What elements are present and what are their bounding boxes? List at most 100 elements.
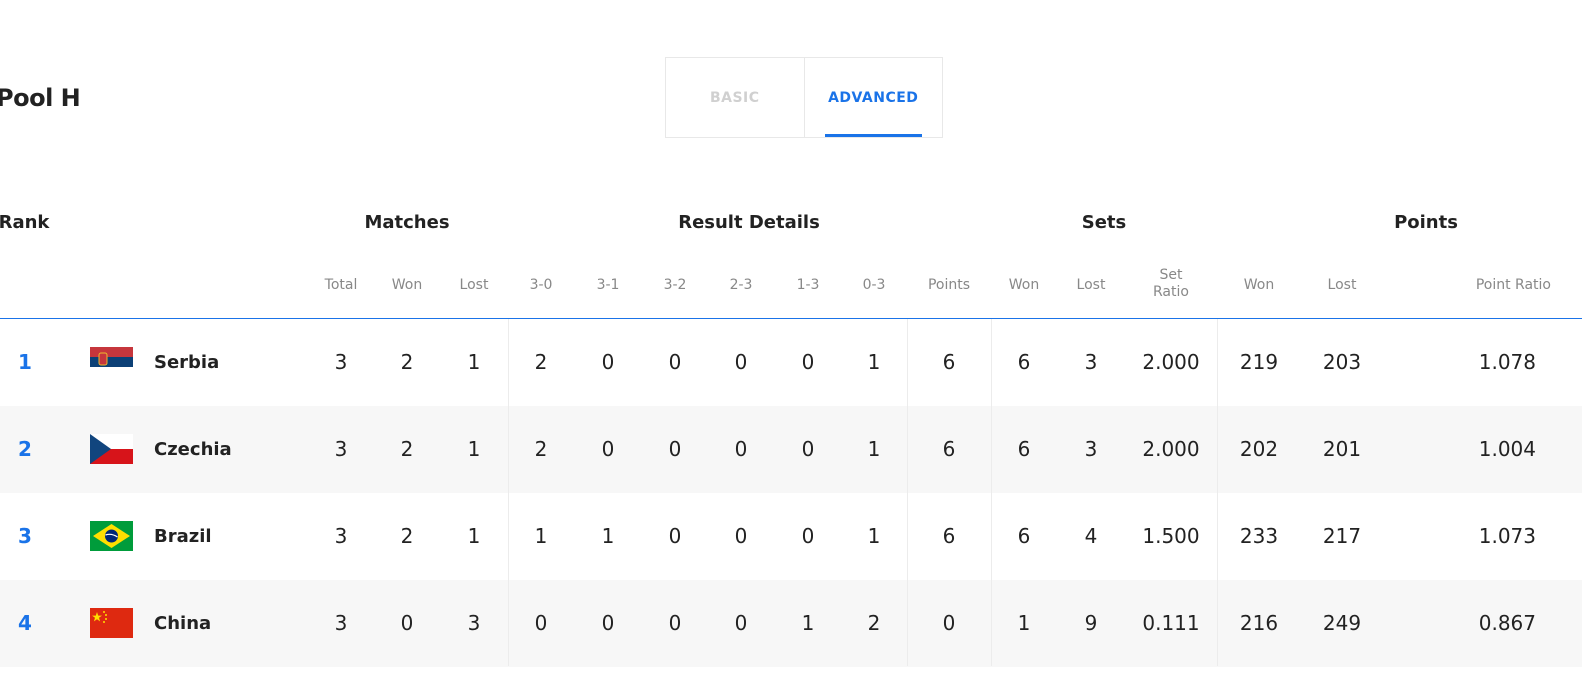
cell-lost: 249	[1322, 611, 1362, 635]
cell-total: 3	[334, 350, 348, 374]
group-header-rank: Rank	[0, 212, 50, 233]
china-flag-icon	[90, 608, 133, 638]
group-header-points: Points	[1394, 212, 1458, 233]
column-header: Total	[324, 277, 358, 293]
group-header-matches: Matches	[364, 212, 450, 233]
cell-2-3: 0	[734, 524, 748, 548]
column-divider	[991, 319, 992, 666]
table-row[interactable]: 1 Serbia 3 2 1 2 0 0 0 0 1 6 6 3 2.000 219 203 1.078	[0, 319, 1582, 406]
column-header: Won	[391, 277, 423, 293]
column-divider	[1217, 319, 1218, 666]
tab-advanced[interactable]: ADVANCED	[803, 58, 943, 137]
cell-3-0: 2	[534, 350, 548, 374]
cell-total: 3	[334, 524, 348, 548]
cell-set-ratio: 0.111	[1142, 611, 1200, 635]
cell-lost: 203	[1322, 350, 1362, 374]
cell-set-ratio: 2.000	[1142, 437, 1200, 461]
tab-basic[interactable]: BASIC	[709, 89, 760, 106]
rank: 2	[18, 437, 32, 461]
column-header: Won	[1243, 277, 1275, 293]
cell-won: 1	[1017, 611, 1031, 635]
column-header: 3-0	[529, 277, 553, 293]
column-header: Point Ratio	[1475, 277, 1551, 293]
cell-lost: 1	[467, 350, 481, 374]
column-header: 3-2	[663, 277, 687, 293]
cell-lost: 9	[1084, 611, 1098, 635]
country-name[interactable]: Serbia	[154, 352, 220, 373]
column-header: 2-3	[729, 277, 753, 293]
cell-won: 2	[400, 524, 414, 548]
cell-1-3: 1	[801, 611, 815, 635]
country-name[interactable]: Brazil	[154, 526, 212, 547]
column-header: 1-3	[796, 277, 820, 293]
cell-won: 6	[1017, 437, 1031, 461]
cell-lost: 4	[1084, 524, 1098, 548]
cell-won: 2	[400, 437, 414, 461]
cell-lost: 3	[1084, 350, 1098, 374]
czechia-flag-icon	[90, 434, 133, 464]
cell-points: 6	[942, 350, 956, 374]
cell-set-ratio: 2.000	[1142, 350, 1200, 374]
cell-point-ratio: 1.004	[1478, 437, 1536, 461]
cell-won: 6	[1017, 524, 1031, 548]
cell-lost: 201	[1322, 437, 1362, 461]
header-divider	[0, 318, 1582, 319]
cell-point-ratio: 0.867	[1478, 611, 1536, 635]
cell-lost: 217	[1322, 524, 1362, 548]
column-header: Lost	[1327, 277, 1357, 293]
cell-won: 233	[1239, 524, 1279, 548]
column-header: 0-3	[862, 277, 886, 293]
cell-2-3: 0	[734, 611, 748, 635]
cell-lost: 1	[467, 524, 481, 548]
rank: 3	[18, 524, 32, 548]
cell-points: 6	[942, 437, 956, 461]
cell-point-ratio: 1.078	[1478, 350, 1536, 374]
cell-0-3: 1	[867, 350, 881, 374]
cell-3-0: 1	[534, 524, 548, 548]
cell-won: 6	[1017, 350, 1031, 374]
table-row[interactable]: 3 Brazil 3 2 1 1 1 0 0 0 1 6 6 4 1.500 233 217 1.073	[0, 493, 1582, 580]
cell-3-0: 0	[534, 611, 548, 635]
country-name[interactable]: Czechia	[154, 439, 232, 460]
cell-1-3: 0	[801, 350, 815, 374]
column-header: Won	[1008, 277, 1040, 293]
cell-total: 3	[334, 611, 348, 635]
cell-2-3: 0	[734, 350, 748, 374]
column-header: Set Ratio	[1153, 267, 1189, 300]
cell-3-2: 0	[668, 524, 682, 548]
group-header-sets: Sets	[1081, 212, 1127, 233]
group-header-result-details: Result Details	[678, 212, 820, 233]
cell-lost: 3	[1084, 437, 1098, 461]
cell-won: 216	[1239, 611, 1279, 635]
cell-0-3: 1	[867, 524, 881, 548]
cell-3-2: 0	[668, 350, 682, 374]
cell-points: 6	[942, 524, 956, 548]
cell-total: 3	[334, 437, 348, 461]
cell-1-3: 0	[801, 524, 815, 548]
cell-2-3: 0	[734, 437, 748, 461]
cell-3-1: 1	[601, 524, 615, 548]
cell-points: 0	[942, 611, 956, 635]
rank: 1	[18, 350, 32, 374]
serbia-flag-icon	[90, 347, 133, 377]
cell-set-ratio: 1.500	[1142, 524, 1200, 548]
cell-lost: 1	[467, 437, 481, 461]
table-row[interactable]: 4 China 3 0 3 0 0 0 0 1 2 0 1 9 0.111 216 249 0.867	[0, 580, 1582, 667]
country-name[interactable]: China	[154, 613, 212, 634]
cell-3-1: 0	[601, 611, 615, 635]
column-divider	[508, 319, 509, 666]
cell-0-3: 1	[867, 437, 881, 461]
cell-3-2: 0	[668, 611, 682, 635]
cell-won: 2	[400, 350, 414, 374]
cell-point-ratio: 1.073	[1478, 524, 1536, 548]
table-row[interactable]: 2 Czechia 3 2 1 2 0 0 0 0 1 6 6 3 2.000 202 201 1.004	[0, 406, 1582, 493]
rank: 4	[18, 611, 32, 635]
cell-3-0: 2	[534, 437, 548, 461]
view-tabs: BASIC ADVANCED	[665, 57, 943, 138]
cell-won: 219	[1239, 350, 1279, 374]
page-title: Pool H	[0, 84, 81, 112]
brazil-flag-icon	[90, 521, 133, 551]
column-header: Points	[927, 277, 971, 293]
column-header: 3-1	[596, 277, 620, 293]
column-header: Lost	[1076, 277, 1106, 293]
